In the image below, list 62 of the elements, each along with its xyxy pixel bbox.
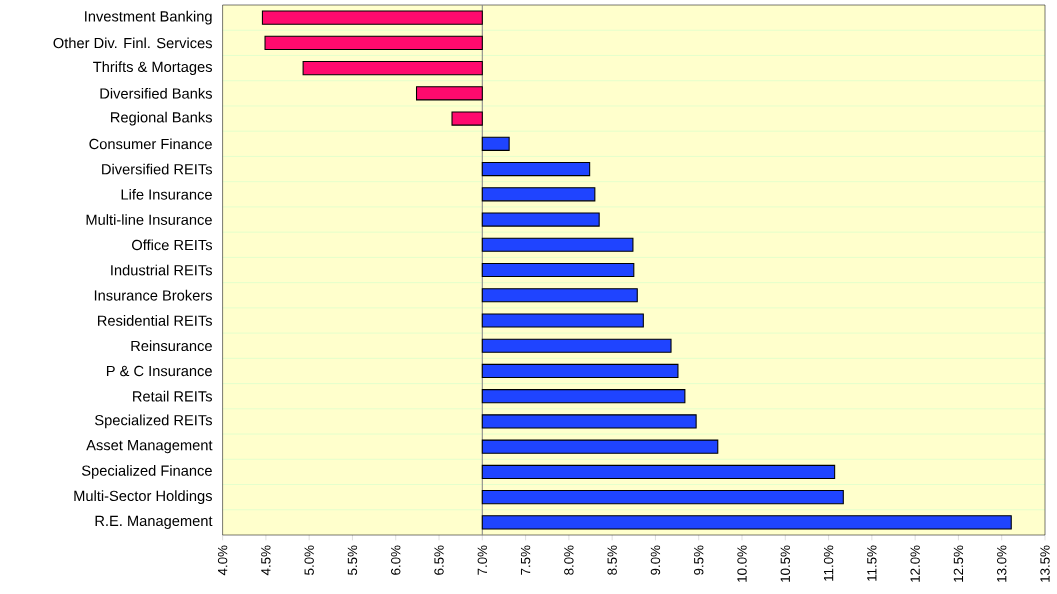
bar bbox=[481, 439, 719, 454]
bar bbox=[481, 490, 844, 505]
y-tick-label: Insurance Brokers bbox=[94, 289, 212, 301]
bar bbox=[481, 313, 644, 328]
x-tick-label: 7.0% bbox=[477, 545, 488, 575]
x-tick-label: 8.5% bbox=[607, 545, 617, 575]
x-tick-label: 4.0% bbox=[217, 545, 228, 576]
bar bbox=[302, 61, 483, 76]
y-tick-label: Retail REITs bbox=[133, 390, 213, 402]
y-tick-label: Office REITs bbox=[132, 239, 213, 251]
y-tick-label: Other Div. Finl. Services bbox=[53, 37, 212, 49]
bar bbox=[261, 10, 483, 25]
y-tick-label: Investment Banking bbox=[85, 10, 212, 25]
bar bbox=[481, 237, 634, 252]
bar bbox=[481, 212, 600, 227]
bar bbox=[481, 161, 591, 177]
bar bbox=[451, 111, 483, 126]
x-tick-label: 12.0% bbox=[910, 545, 920, 582]
x-tick-label: 10.5% bbox=[780, 545, 791, 582]
bar bbox=[415, 86, 483, 101]
x-tick-label: 7.5% bbox=[520, 545, 531, 575]
y-tick-label: R.E. Management bbox=[95, 515, 213, 529]
y-tick-label: Multi-line Insurance bbox=[86, 214, 212, 225]
y-tick-label: Life Insurance bbox=[121, 188, 212, 200]
x-tick-label: 11.0% bbox=[823, 545, 834, 581]
x-tick-label: 9.0% bbox=[650, 545, 661, 575]
bar bbox=[481, 414, 697, 429]
x-tick-label: 9.5% bbox=[694, 545, 704, 575]
bar bbox=[481, 515, 1012, 530]
y-tick-label: Thrifts & Mortages bbox=[93, 61, 213, 75]
bar bbox=[481, 389, 686, 404]
y-tick-label: P & C Insurance bbox=[106, 365, 212, 377]
bar bbox=[481, 136, 510, 151]
bar bbox=[481, 464, 836, 480]
x-tick-label: 11.5% bbox=[867, 545, 877, 581]
bar bbox=[481, 288, 638, 303]
x-tick-label: 5.5% bbox=[347, 545, 358, 575]
x-tick-label: 6.5% bbox=[434, 545, 444, 575]
y-tick-label: Reinsurance bbox=[131, 340, 212, 352]
x-tick-label: 13.0% bbox=[997, 545, 1007, 582]
y-tick-label: Asset Management bbox=[86, 440, 213, 454]
y-tick-label: Residential REITs bbox=[98, 315, 212, 326]
y-tick-label: Specialized REITs bbox=[95, 414, 212, 429]
y-tick-label: Multi-Sector Holdings bbox=[74, 490, 212, 504]
x-tick-label: 13.5% bbox=[1040, 545, 1050, 582]
x-tick-label: 8.0% bbox=[564, 545, 574, 575]
bar bbox=[481, 338, 672, 353]
x-tick-label: 12.5% bbox=[953, 545, 964, 582]
y-tick-label: Specialized Finance bbox=[81, 465, 212, 479]
y-tick-label: Consumer Finance bbox=[89, 138, 212, 150]
x-tick-label: 4.5% bbox=[261, 545, 271, 576]
y-tick-label: Diversified Banks bbox=[100, 87, 212, 99]
x-tick-label: 10.0% bbox=[737, 545, 747, 582]
x-tick-label: 5.0% bbox=[304, 545, 314, 575]
y-tick-label: Diversified REITs bbox=[102, 163, 213, 175]
bar bbox=[481, 187, 596, 202]
x-tick-label: 6.0% bbox=[391, 545, 401, 575]
y-tick-label: Industrial REITs bbox=[111, 264, 213, 276]
y-tick-label: Regional Banks bbox=[111, 111, 212, 126]
bar bbox=[264, 35, 483, 50]
bar bbox=[481, 262, 635, 278]
bar bbox=[481, 363, 679, 379]
